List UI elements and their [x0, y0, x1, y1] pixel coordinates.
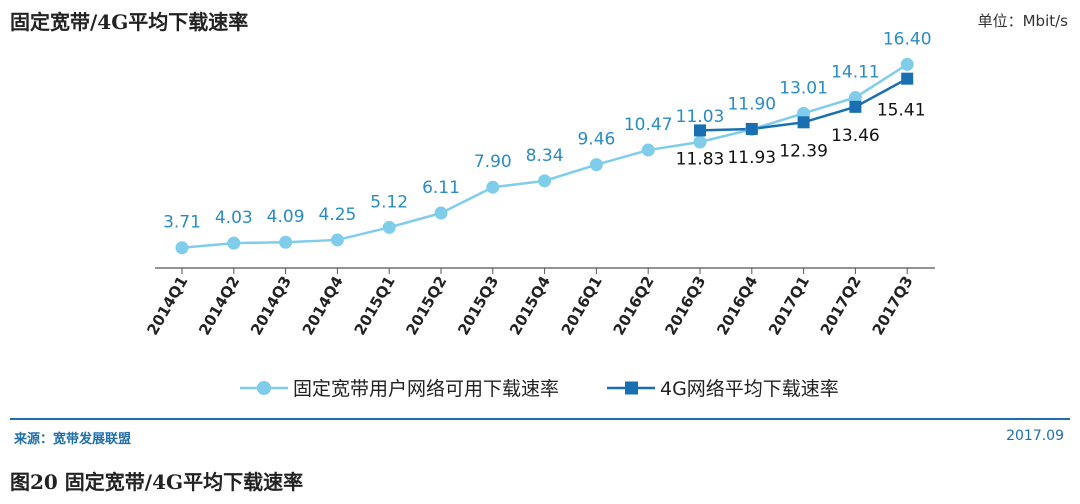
lte-data-label: 15.41: [877, 101, 926, 121]
lte-data-label: 13.46: [831, 126, 880, 146]
legend-4g-label: 4G网络平均下载速率: [660, 378, 839, 400]
broadband-data-label: 5.12: [370, 192, 408, 212]
broadband-point: [279, 235, 293, 249]
broadband-data-label: 14.11: [831, 62, 880, 82]
x-tick-label: 2017Q3: [869, 273, 917, 338]
lte-point: [797, 116, 810, 129]
broadband-data-label: 9.46: [577, 130, 615, 150]
x-tick-label: 2016Q1: [558, 273, 606, 338]
x-tick-label: 2015Q2: [402, 273, 450, 338]
broadband-data-label: 6.11: [422, 178, 460, 198]
broadband-point: [382, 220, 396, 234]
x-tick-label: 2014Q2: [195, 273, 243, 338]
x-tick-label: 2015Q3: [454, 273, 502, 338]
legend-4g-marker: [625, 381, 638, 395]
x-tick-label: 2016Q4: [713, 273, 761, 338]
broadband-data-label: 8.34: [526, 146, 564, 166]
x-tick-label: 2015Q4: [506, 273, 554, 338]
lte-data-label: 11.83: [676, 149, 725, 169]
source-text: 来源：宽带发展联盟: [14, 432, 132, 447]
lte-point: [849, 100, 862, 113]
page-title: 固定宽带/4G平均下载速率: [10, 10, 249, 34]
broadband-point: [848, 90, 862, 104]
lte-point: [745, 122, 758, 135]
broadband-point: [641, 143, 655, 157]
legend-broadband-marker: [257, 381, 271, 395]
x-tick-label: 2014Q4: [299, 273, 347, 338]
x-tick-label: 2014Q1: [143, 273, 191, 338]
legend-broadband-label: 固定宽带用户网络可用下载速率: [293, 378, 559, 400]
source-divider: [10, 418, 1070, 420]
lte-data-label: 12.39: [779, 141, 828, 161]
broadband-point: [693, 135, 707, 149]
x-tick-label: 2017Q1: [765, 273, 813, 338]
broadband-point: [486, 180, 500, 194]
broadband-point: [175, 241, 189, 255]
broadband-point: [330, 233, 344, 247]
broadband-point: [227, 236, 241, 250]
x-tick-label: 2014Q3: [247, 273, 295, 338]
lte-point: [694, 124, 706, 137]
broadband-data-label: 4.03: [215, 208, 253, 228]
broadband-data-label: 10.47: [624, 115, 673, 135]
broadband-point: [900, 57, 914, 71]
broadband-data-label: 4.25: [318, 205, 356, 225]
broadband-data-label: 4.09: [267, 207, 305, 227]
broadband-data-label: 13.01: [779, 78, 828, 98]
x-tick-label: 2017Q2: [817, 273, 865, 338]
x-tick-label: 2016Q2: [610, 273, 658, 338]
broadband-data-label: 3.71: [163, 213, 201, 233]
x-tick-label: 2015Q1: [351, 273, 399, 338]
lte-point: [901, 72, 914, 85]
figure-caption: 图20 固定宽带/4G平均下载速率: [10, 470, 304, 494]
broadband-data-label: 11.03: [676, 107, 725, 127]
broadband-data-label: 11.90: [727, 94, 776, 114]
broadband-point: [434, 206, 448, 220]
broadband-data-label: 16.40: [883, 29, 932, 49]
line-chart: 2014Q1 2014Q2 2014Q3 2014Q4 2015Q1 2015Q2 2015…: [143, 29, 935, 400]
broadband-point: [538, 174, 552, 188]
broadband-point: [589, 158, 603, 172]
x-tick-label: 2016Q3: [661, 273, 709, 338]
source-date: 2017.09: [1006, 428, 1064, 444]
broadband-data-label: 7.90: [474, 152, 512, 172]
unit-label: 单位：Mbit/s: [977, 12, 1068, 30]
lte-data-label: 11.93: [727, 148, 776, 168]
